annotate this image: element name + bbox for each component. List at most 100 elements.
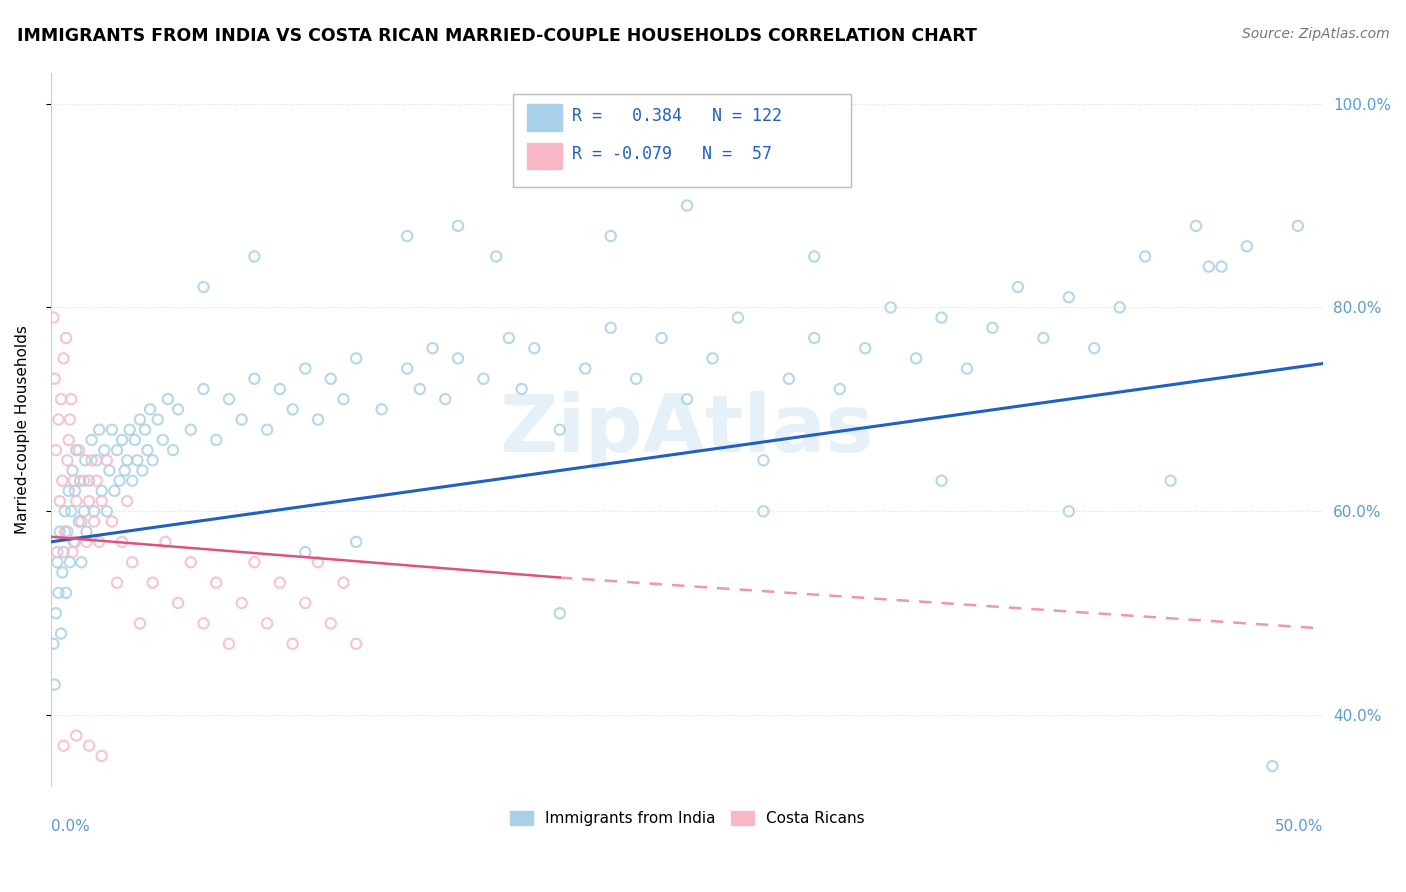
Point [156,392,179,406]
Point [49,626,72,640]
Point [90,494,112,508]
Point [60,392,83,406]
Point [778,372,800,386]
Point [48,586,70,600]
Point [73,504,96,518]
Point [803,250,825,264]
Text: R = -0.079   N =  57: R = -0.079 N = 57 [572,145,772,163]
Point [58,483,80,498]
Point [118,423,141,437]
Point [651,331,673,345]
Point [86,453,108,467]
Point [727,310,749,325]
Point [307,412,329,426]
Point [1083,341,1105,355]
Point [281,402,304,417]
Point [46,545,69,559]
Point [155,534,177,549]
Point [77,494,100,508]
Point [243,555,266,569]
Point [231,412,253,426]
Point [80,433,103,447]
Point [1057,290,1080,304]
Point [599,229,621,244]
Text: R =   0.384   N = 122: R = 0.384 N = 122 [572,107,782,125]
Point [96,453,118,467]
Point [422,341,444,355]
Point [70,515,93,529]
Point [752,504,775,518]
Point [409,382,432,396]
Point [70,555,93,569]
Point [702,351,724,366]
Point [294,545,316,559]
Point [90,483,112,498]
Point [294,361,316,376]
Point [65,494,87,508]
Point [62,463,84,477]
Point [63,483,86,498]
Y-axis label: Married-couple Households: Married-couple Households [15,326,30,534]
Point [98,463,121,477]
Point [58,433,80,447]
Point [574,361,596,376]
Point [46,555,69,569]
Point [114,463,136,477]
Point [53,504,76,518]
Point [1198,260,1220,274]
Point [52,739,75,753]
Point [48,494,70,508]
Point [83,504,105,518]
Point [294,596,316,610]
Point [1261,759,1284,773]
Point [134,423,156,437]
Text: 0.0%: 0.0% [51,819,90,834]
Point [59,412,82,426]
Point [205,433,228,447]
Point [152,433,174,447]
Point [498,331,520,345]
Point [485,250,508,264]
Point [1211,260,1233,274]
Point [344,534,367,549]
Point [1133,250,1156,264]
Point [167,596,190,610]
Point [44,677,66,691]
Point [45,606,67,620]
Point [62,534,84,549]
Point [67,443,90,458]
Point [42,637,65,651]
Point [56,453,79,467]
Point [142,575,165,590]
Point [956,361,979,376]
Point [48,524,70,539]
Point [121,474,143,488]
Point [129,616,152,631]
Point [180,555,202,569]
Point [121,555,143,569]
Point [93,443,115,458]
Point [77,474,100,488]
Point [256,616,278,631]
Point [167,402,190,417]
Point [52,545,75,559]
Point [218,392,240,406]
Point [89,534,111,549]
Point [548,606,571,620]
Point [75,534,97,549]
Point [624,372,647,386]
Point [67,515,90,529]
Point [1108,301,1130,315]
Point [89,423,111,437]
Point [83,515,105,529]
Point [256,423,278,437]
Point [65,443,87,458]
Point [80,453,103,467]
Point [905,351,928,366]
Point [51,474,73,488]
Point [45,443,67,458]
Point [49,392,72,406]
Point [472,372,495,386]
Text: ZipAtlas: ZipAtlas [499,391,875,468]
Point [105,575,128,590]
